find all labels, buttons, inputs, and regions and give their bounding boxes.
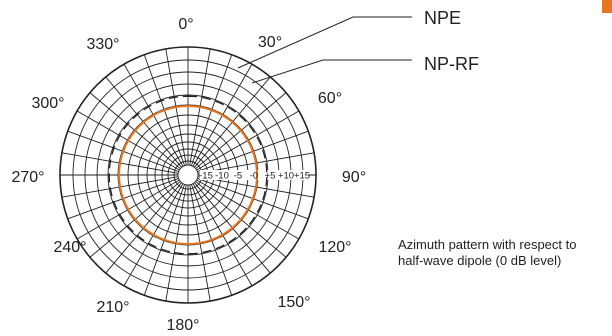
radial-tick-label: -5 <box>234 171 242 182</box>
angle-label: 90° <box>342 169 366 186</box>
angle-label: 180° <box>166 317 199 334</box>
caption-line-1: Azimuth pattern with respect to <box>398 237 577 252</box>
radial-label-backdrop <box>200 170 308 180</box>
series-np-rf-curve <box>117 104 259 246</box>
angle-label: 120° <box>318 239 351 256</box>
legend-label-npe: NPE <box>424 8 461 28</box>
series-layer <box>108 95 268 255</box>
radial-tick-label: +5 <box>265 171 276 182</box>
angle-label: 210° <box>96 299 129 316</box>
radial-tick-label: -0 <box>250 171 258 182</box>
series-npe-curve <box>108 95 268 255</box>
radial-tick-label: +15 <box>294 171 310 182</box>
angle-label: 60° <box>318 90 342 107</box>
legend-label-np-rf: NP-RF <box>424 54 479 74</box>
angle-label: 330° <box>86 36 119 53</box>
angle-label: 300° <box>31 95 64 112</box>
legend-leader-line <box>251 59 412 84</box>
radial-tick-label: -10 <box>215 171 229 182</box>
label-layer: 0° 30° 60° 90° 120° 150° 180° 210° 240° 270° 300° 3… <box>11 16 366 334</box>
corner-accent-mark <box>602 0 612 13</box>
angle-label: 270° <box>11 169 44 186</box>
angle-label: 150° <box>277 294 310 311</box>
legend-leader-line <box>237 16 412 69</box>
radial-tick-label: +10 <box>278 171 294 182</box>
angle-label: 0° <box>178 16 193 33</box>
angle-label: 240° <box>53 239 86 256</box>
chart-caption: Azimuth pattern with respect to half-wav… <box>398 237 608 269</box>
radial-tick-label: -15 <box>199 171 213 182</box>
center-disc <box>177 164 199 186</box>
caption-line-2: half-wave dipole (0 dB level) <box>398 253 562 268</box>
angle-label: 30° <box>258 34 282 51</box>
legend: NPE NP-RF <box>237 8 479 84</box>
